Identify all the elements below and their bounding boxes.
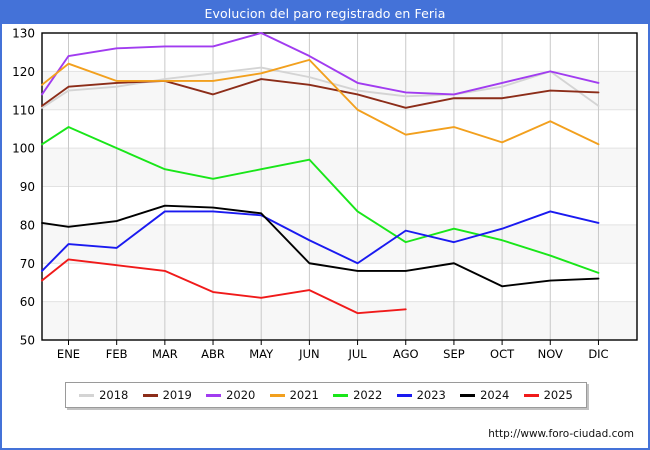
legend-item-2020[interactable]: 2020 xyxy=(206,388,255,402)
x-tick-label: MAY xyxy=(249,347,274,361)
y-tick-label: 90 xyxy=(20,180,35,194)
legend-swatch-2021 xyxy=(269,393,285,397)
line-chart: 50 60 70 80 90 100 110 120 130 ENE FEB MAR ABR MAY JU… xyxy=(12,27,638,361)
y-tick-label: 120 xyxy=(12,65,35,79)
legend-swatch-2025 xyxy=(523,393,539,397)
legend-item-2019[interactable]: 2019 xyxy=(142,388,192,402)
window-title-bar: Evolucion del paro registrado en Feria xyxy=(2,2,648,24)
series-line-2024 xyxy=(41,204,600,288)
series-line-2021 xyxy=(41,58,600,146)
x-tick-label: ABR xyxy=(201,347,225,361)
x-tick-label: MAR xyxy=(152,347,178,361)
y-tick-label: 100 xyxy=(12,142,35,156)
series-line-2018 xyxy=(41,66,600,109)
grid-lines xyxy=(42,33,637,340)
source-url: http://www.foro-ciudad.com xyxy=(488,428,634,440)
legend-item-2025[interactable]: 2025 xyxy=(523,388,573,402)
legend-label-2024: 2024 xyxy=(480,388,510,402)
legend-item-2023[interactable]: 2023 xyxy=(396,388,446,402)
legend-swatch-2023 xyxy=(396,393,412,397)
y-tick-label: 60 xyxy=(20,295,35,309)
legend-label-2025: 2025 xyxy=(543,388,573,402)
legend-label-2022: 2022 xyxy=(353,388,383,402)
x-tick-label: ENE xyxy=(57,347,80,361)
legend-label-2020: 2020 xyxy=(226,388,256,402)
x-tick-label: OCT xyxy=(490,347,515,361)
y-tick-label: 80 xyxy=(20,218,35,232)
legend-swatch-2018 xyxy=(79,393,95,397)
data-series xyxy=(41,32,600,315)
x-tick-label: DIC xyxy=(588,347,608,361)
y-tick-label: 50 xyxy=(20,334,35,348)
y-tick-label: 110 xyxy=(12,103,35,117)
x-tick-label: SEP xyxy=(443,347,465,361)
series-line-2020 xyxy=(41,32,600,96)
series-line-2023 xyxy=(41,210,600,272)
x-tick-label: FEB xyxy=(106,347,128,361)
plot-band xyxy=(42,301,637,340)
x-tick-label: AGO xyxy=(393,347,419,361)
legend-item-2018[interactable]: 2018 xyxy=(79,388,128,402)
legend-label-2021: 2021 xyxy=(289,388,319,402)
plot-area: 50 60 70 80 90 100 110 120 130 ENE FEB MAR ABR MAY JU… xyxy=(2,24,648,364)
y-axis-tick-labels: 50 60 70 80 90 100 110 120 130 xyxy=(12,27,35,348)
legend-item-2022[interactable]: 2022 xyxy=(333,388,382,402)
legend-swatch-2024 xyxy=(460,393,476,397)
legend-swatch-2020 xyxy=(206,393,222,397)
legend-swatch-2022 xyxy=(333,393,349,397)
legend-label-2018: 2018 xyxy=(99,388,129,402)
x-tick-label: JUN xyxy=(298,347,319,361)
page-title: Evolucion del paro registrado en Feria xyxy=(204,5,446,21)
legend-swatch-2019 xyxy=(142,393,158,397)
plot-border xyxy=(41,32,638,341)
y-tick-label: 70 xyxy=(20,257,35,271)
x-tick-label: JUL xyxy=(347,347,367,361)
series-line-2019 xyxy=(41,78,600,109)
chart-legend: 2018 2019 2020 2021 2022 2023 2024 2025 xyxy=(65,382,587,408)
series-line-2025 xyxy=(41,258,407,315)
plot-bands xyxy=(42,71,637,340)
legend-label-2019: 2019 xyxy=(162,388,192,402)
y-tick-label: 130 xyxy=(12,27,35,41)
plot-band xyxy=(42,224,637,264)
x-axis-tick-labels: ENE FEB MAR ABR MAY JUN JUL AGO SEP OCT NOV DIC xyxy=(57,347,609,361)
x-tick-label: NOV xyxy=(538,347,563,361)
series-line-2022 xyxy=(41,126,600,274)
legend-item-2024[interactable]: 2024 xyxy=(460,388,509,402)
legend-label-2023: 2023 xyxy=(416,388,446,402)
plot-band xyxy=(42,148,637,187)
x-axis-ticks xyxy=(67,340,599,345)
legend-item-2021[interactable]: 2021 xyxy=(269,388,319,402)
